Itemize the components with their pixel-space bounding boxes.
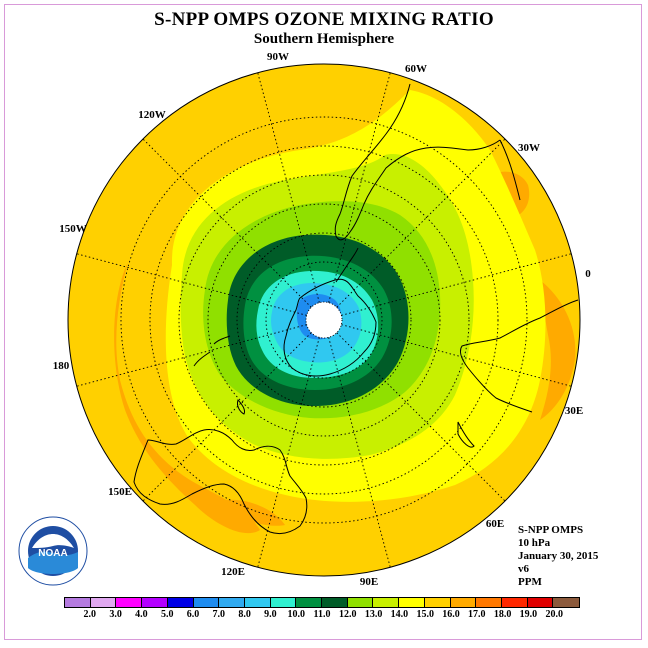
colorbar-swatch <box>553 598 580 607</box>
colorbar-swatch <box>142 598 168 607</box>
noaa-logo: NOAA <box>18 516 88 586</box>
lon-label-60w: 60W <box>405 63 427 75</box>
colorbar-swatch <box>219 598 245 607</box>
colorbar-swatch <box>90 598 117 607</box>
colorbar-label: 5.0 <box>160 609 174 620</box>
latitude-circle-80s <box>265 261 383 379</box>
latitude-circle-40s <box>149 145 499 495</box>
figure-frame <box>4 4 642 640</box>
colorbar-swatch <box>270 598 297 607</box>
lon-label-120w: 120W <box>138 109 166 121</box>
colorbar-label: 13.0 <box>364 609 383 620</box>
colorbar-swatch <box>450 598 477 607</box>
colorbar-swatch <box>167 598 194 607</box>
map-boundary <box>67 63 581 577</box>
colorbar-label: 8.0 <box>238 609 251 620</box>
info-date: January 30, 2015 <box>518 550 599 562</box>
colorbar <box>64 597 580 608</box>
colorbar-swatch <box>347 598 374 607</box>
info-instrument: S-NPP OMPS <box>518 524 584 536</box>
coast-africa <box>459 299 579 413</box>
colorbar-label: 4.0 <box>135 609 148 620</box>
lon-label-150w: 150W <box>59 223 87 235</box>
info-version: v6 <box>518 563 529 575</box>
colorbar-swatch <box>501 598 528 607</box>
coast-new-zealand <box>193 335 231 367</box>
colorbar-label: 15.0 <box>416 609 434 620</box>
colorbar-label: 19.0 <box>519 609 538 620</box>
colorbar-label: 17.0 <box>468 609 486 620</box>
coast-south-america-east <box>499 139 521 201</box>
colorbar-swatch <box>296 598 323 607</box>
colorbar-swatch <box>244 598 271 607</box>
colorbar-swatch <box>373 598 400 607</box>
ozone-region-17-west <box>114 262 260 534</box>
colorbar-swatch <box>399 598 425 607</box>
colorbar-swatch <box>424 598 451 607</box>
coast-madagascar <box>457 421 475 448</box>
latitude-circle-70s <box>236 232 412 408</box>
colorbar-label: 12.0 <box>339 609 357 620</box>
latitude-circle-30s <box>120 116 528 524</box>
ozone-field <box>68 64 580 576</box>
colorbar-label: 14.0 <box>390 609 409 620</box>
colorbar-label: 16.0 <box>442 609 460 620</box>
latitude-circle-50s <box>178 174 470 466</box>
ozone-region-17-south <box>225 499 285 526</box>
pole-no-data <box>306 302 342 338</box>
lon-label-150e: 150E <box>108 486 132 498</box>
lon-label-180: 180 <box>52 360 70 372</box>
logo-text: NOAA <box>38 548 67 559</box>
lon-label-120e: 120E <box>221 566 245 578</box>
coast-antarctic-peninsula <box>335 247 359 283</box>
coast-antarctica <box>283 278 377 377</box>
colorbar-swatch <box>65 598 91 607</box>
colorbar-label: 2.0 <box>83 609 97 620</box>
coast-australia <box>133 429 308 535</box>
coastlines <box>133 83 579 535</box>
colorbar-label: 10.0 <box>287 609 305 620</box>
latitude-circle-60s <box>207 203 441 437</box>
info-pressure: 10 hPa <box>518 537 551 549</box>
map-subtitle: Southern Hemisphere <box>253 31 395 47</box>
colorbar-label: 9.0 <box>264 609 277 620</box>
colorbar-swatch <box>322 598 348 607</box>
coast-tasmania <box>237 399 245 415</box>
colorbar-label: 6.0 <box>186 609 200 620</box>
colorbar-label: 3.0 <box>109 609 122 620</box>
lon-label-90e: 90E <box>359 576 379 588</box>
map-title: S-NPP OMPS OZONE MIXING RATIO <box>154 9 494 30</box>
pole-no-data-outline <box>305 301 343 339</box>
colorbar-label: 18.0 <box>493 609 512 620</box>
info-units: PPM <box>518 576 542 588</box>
colorbar-label: 7.0 <box>212 609 226 620</box>
coast-south-america <box>334 83 501 241</box>
lon-label-30e: 30E <box>564 405 584 417</box>
lon-label-30w: 30W <box>518 142 540 154</box>
info-block: S-NPP OMPS 10 hPa January 30, 2015 v6 PP… <box>518 524 598 589</box>
colorbar-swatch <box>193 598 220 607</box>
lon-label-0: 0 <box>585 268 591 280</box>
colorbar-swatch <box>116 598 143 607</box>
lon-label-60e: 60E <box>485 518 505 530</box>
colorbar-label: 20.0 <box>545 609 563 620</box>
colorbar-label: 11.0 <box>313 609 331 620</box>
colorbar-swatch <box>476 598 502 607</box>
lon-label-90w: 90W <box>267 51 289 63</box>
colorbar-swatch <box>527 598 554 607</box>
latitude-grid <box>120 116 528 524</box>
